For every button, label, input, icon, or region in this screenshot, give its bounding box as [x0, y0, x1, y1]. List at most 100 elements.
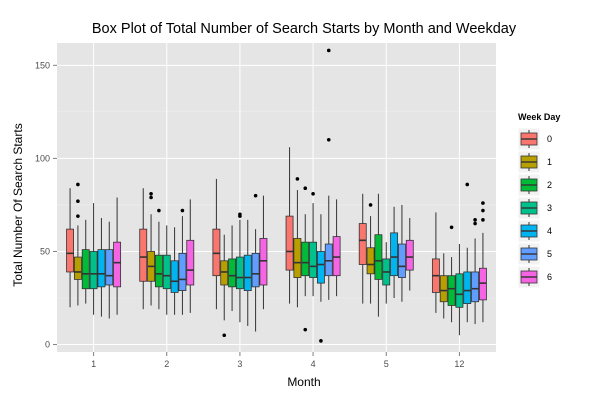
box-plot-item — [332, 199, 341, 297]
box — [471, 271, 480, 303]
box-plot-item — [324, 48, 333, 300]
box — [186, 239, 195, 286]
box-plot-item — [113, 197, 122, 315]
box-plot-item — [243, 219, 252, 326]
box — [81, 249, 90, 290]
x-tick-label: 3 — [237, 359, 242, 369]
box — [162, 254, 171, 290]
legend-key — [517, 265, 541, 289]
y-axis-title: Total Number Of Search Starts — [11, 123, 25, 286]
legend-key — [517, 242, 541, 266]
box — [358, 223, 367, 265]
box-plot-item — [398, 204, 406, 302]
box-plot-item — [162, 225, 171, 315]
box — [66, 228, 74, 273]
box-plot-item — [285, 147, 294, 304]
outlier-point — [326, 48, 331, 53]
outlier-point — [180, 208, 185, 213]
x-tick-label: 12 — [454, 359, 464, 369]
box — [455, 273, 464, 308]
legend-key — [517, 196, 541, 220]
legend-label: 4 — [547, 226, 552, 236]
legend-key — [517, 127, 541, 151]
box — [89, 251, 98, 290]
x-axis-title: Month — [287, 375, 320, 389]
y-tick-label: 0 — [45, 340, 50, 350]
box-plot-item — [358, 193, 367, 304]
x-tick-label: 4 — [311, 359, 316, 369]
outlier-point — [76, 182, 80, 187]
box — [228, 258, 237, 288]
x-tick-label: 2 — [164, 359, 169, 369]
box-plot-item — [293, 177, 302, 308]
legend-label: 1 — [547, 157, 552, 167]
box — [105, 249, 114, 286]
legend-label: 6 — [547, 272, 552, 282]
box — [316, 251, 325, 284]
box — [374, 234, 383, 280]
legend-label: 5 — [547, 249, 552, 259]
box-plot-item — [73, 182, 82, 306]
outlier-point — [149, 191, 153, 196]
box-plot-item — [259, 195, 268, 310]
box — [251, 252, 260, 288]
legend-key — [517, 219, 541, 243]
legend-label: 0 — [547, 134, 552, 144]
box-plot-item — [455, 244, 464, 336]
outlier-point — [303, 327, 308, 332]
outlier-point — [311, 191, 315, 196]
outlier-point — [76, 199, 80, 204]
chart-title: Box Plot of Total Number of Search Start… — [92, 21, 517, 37]
outlier-point — [481, 208, 485, 213]
outlier-point — [368, 203, 373, 207]
box — [73, 256, 82, 280]
box-plot-item — [235, 212, 244, 323]
outlier-point — [473, 221, 477, 226]
box-plot-item — [147, 191, 155, 306]
box-plot-item — [471, 218, 480, 325]
box-plot-item — [105, 221, 114, 319]
box — [439, 275, 448, 303]
legend-label: 2 — [547, 180, 552, 190]
box — [235, 256, 244, 290]
box-plot-item — [374, 193, 383, 317]
outlier-point — [473, 218, 477, 222]
box-plot-item — [431, 212, 440, 313]
plot-panel — [57, 43, 496, 352]
box — [366, 247, 375, 275]
box-plot-item — [439, 253, 448, 319]
x-tick-label: 1 — [91, 359, 96, 369]
outlier-point — [481, 201, 485, 205]
outlier-point — [157, 208, 161, 213]
box-plot-item — [479, 201, 487, 323]
legend-key — [517, 173, 541, 197]
box — [154, 254, 163, 288]
box-plot-item — [170, 227, 179, 315]
legend: Week Day 0 1 2 3 4 5 6 — [517, 112, 560, 289]
outlier-point — [222, 333, 227, 338]
outlier-point — [326, 137, 331, 142]
box-plot-item — [228, 225, 237, 312]
box-plot-item — [66, 188, 74, 308]
box — [398, 243, 406, 278]
legend-key — [517, 150, 541, 174]
box — [113, 241, 122, 288]
box — [285, 215, 294, 271]
box — [293, 238, 302, 278]
box — [139, 228, 148, 282]
box-plot-item — [178, 208, 187, 315]
box — [309, 241, 318, 278]
box-plot-item — [447, 225, 456, 323]
outlier-point — [303, 186, 308, 190]
outlier-point — [76, 214, 80, 218]
box — [405, 239, 414, 271]
box — [390, 232, 399, 277]
box — [220, 260, 229, 286]
box-plot-item — [382, 242, 391, 304]
box-plot-item — [186, 199, 195, 313]
box — [259, 238, 268, 286]
legend-title: Week Day — [518, 112, 560, 122]
box — [178, 252, 187, 291]
outlier-point — [481, 218, 485, 222]
